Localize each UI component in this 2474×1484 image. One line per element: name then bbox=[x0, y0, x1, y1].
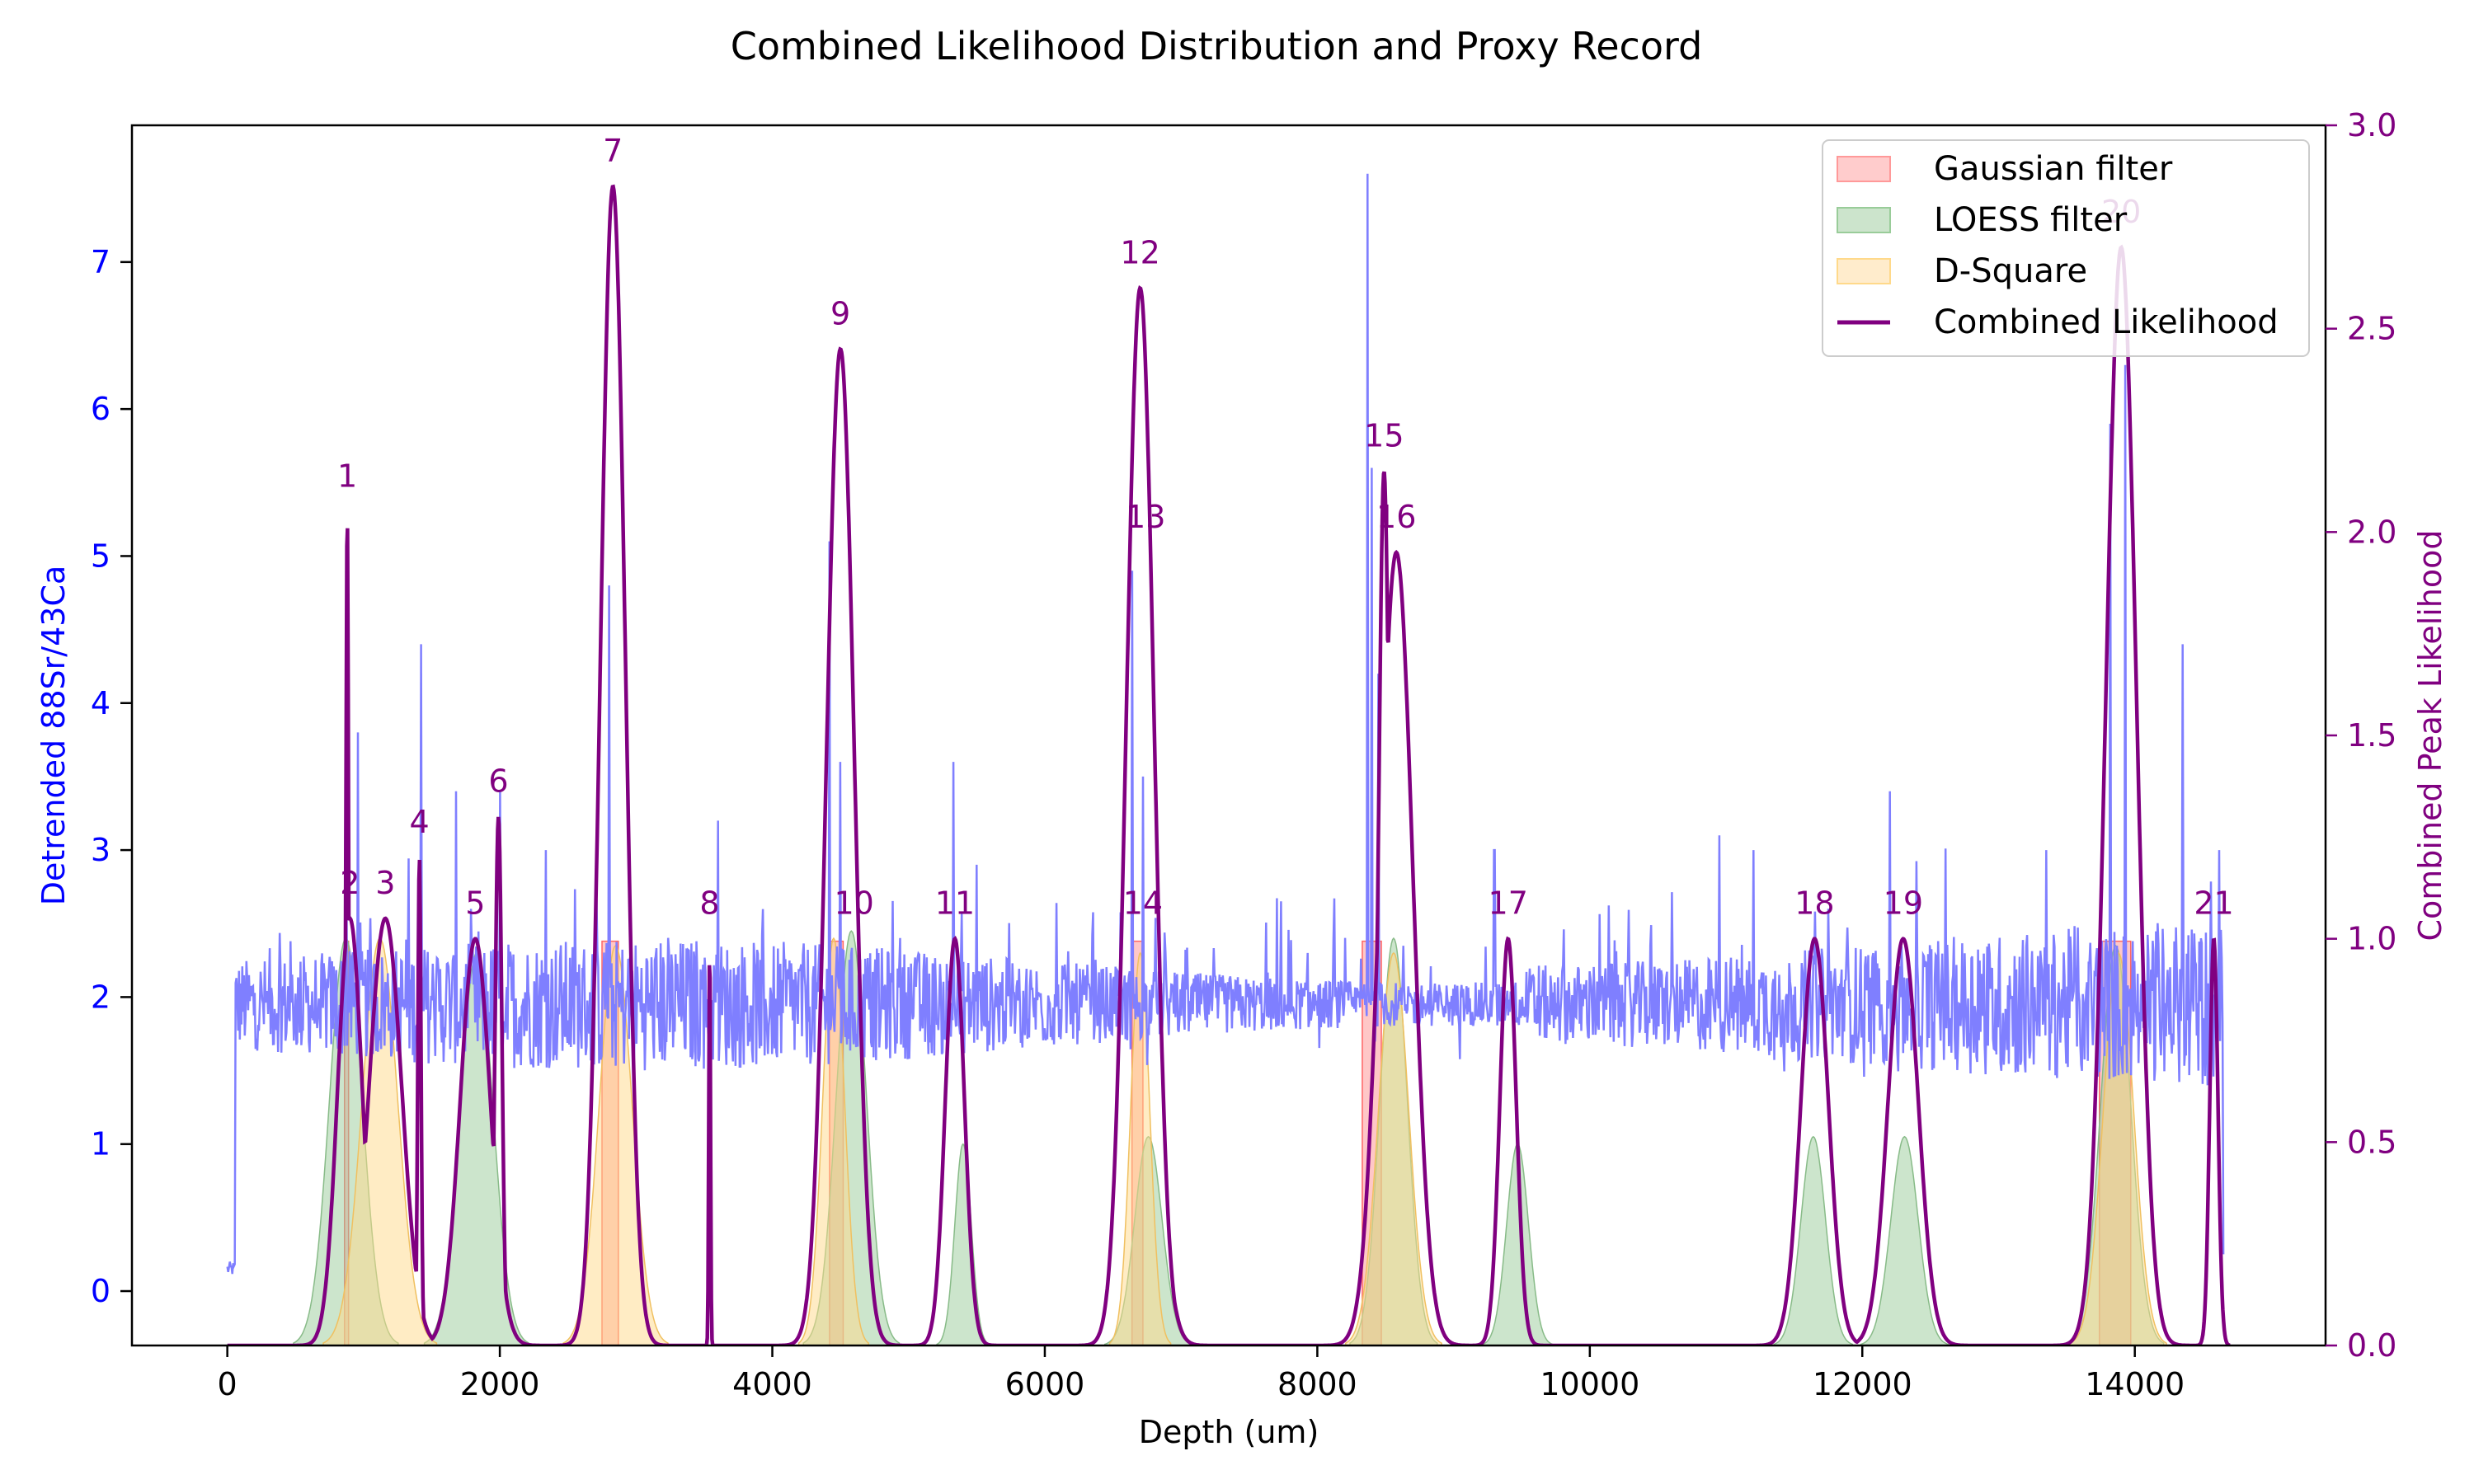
peak-label-12: 12 bbox=[1120, 234, 1159, 270]
peak-label-7: 7 bbox=[603, 133, 623, 169]
x-tick-label: 6000 bbox=[1005, 1366, 1085, 1402]
chart-title: Combined Likelihood Distribution and Pro… bbox=[731, 24, 1703, 68]
right-y-tick-label: 0.5 bbox=[2347, 1124, 2396, 1160]
legend-swatch-dsquare bbox=[1837, 258, 1891, 284]
x-tick-label: 0 bbox=[218, 1366, 238, 1402]
peak-label-15: 15 bbox=[1364, 417, 1404, 453]
dsquare-region bbox=[1345, 951, 1442, 1345]
right-y-tick-label: 0.0 bbox=[2347, 1327, 2396, 1364]
peak-label-8: 8 bbox=[699, 885, 719, 922]
dsquare-region bbox=[322, 937, 438, 1345]
x-tick-label: 2000 bbox=[460, 1366, 540, 1402]
right-y-tick-label: 1.0 bbox=[2347, 921, 2396, 957]
legend-box bbox=[1822, 139, 2310, 357]
left-y-axis-label: Detrended 88Sr/43Ca bbox=[35, 566, 72, 906]
left-y-tick-label: 7 bbox=[91, 244, 111, 280]
dsquare-region bbox=[2069, 951, 2167, 1345]
x-tick-label: 4000 bbox=[732, 1366, 812, 1402]
peak-label-16: 16 bbox=[1376, 499, 1416, 535]
peak-labels-layer: 123456789101112131415161718192021 bbox=[337, 133, 2234, 922]
x-tick-label: 8000 bbox=[1277, 1366, 1357, 1402]
left-y-tick-label: 6 bbox=[91, 391, 111, 427]
left-y-tick-label: 1 bbox=[91, 1126, 111, 1162]
peak-label-21: 21 bbox=[2194, 885, 2233, 922]
x-axis-label: Depth (um) bbox=[1139, 1414, 1319, 1450]
x-tick-label: 14000 bbox=[2085, 1366, 2185, 1402]
right-y-tick-label: 3.0 bbox=[2347, 107, 2396, 143]
dsquare-region bbox=[1108, 951, 1172, 1345]
peak-label-11: 11 bbox=[935, 885, 975, 922]
right-y-tick-label: 2.0 bbox=[2347, 514, 2396, 550]
left-y-tick-label: 4 bbox=[91, 685, 111, 721]
dsquare-layer bbox=[322, 937, 2167, 1345]
x-tick-label: 10000 bbox=[1540, 1366, 1639, 1402]
peak-label-4: 4 bbox=[410, 804, 430, 840]
legend: Gaussian filter LOESS filter D-Square Co… bbox=[1822, 139, 2310, 357]
peak-label-18: 18 bbox=[1794, 885, 1834, 922]
dsquare-region bbox=[797, 937, 869, 1345]
peak-label-6: 6 bbox=[488, 763, 508, 800]
x-tick-label: 12000 bbox=[1813, 1366, 1912, 1402]
loess-filter-region bbox=[1860, 1135, 1950, 1345]
right-y-axis-label: Combined Peak Likelihood bbox=[2412, 529, 2448, 941]
legend-swatch-loess bbox=[1837, 207, 1891, 233]
x-axis: 0 2000 4000 6000 8000 10000 12000 14000 bbox=[218, 1345, 2185, 1402]
right-y-tick-label: 2.5 bbox=[2347, 311, 2396, 347]
peak-label-1: 1 bbox=[337, 458, 357, 495]
right-y-axis: 0.0 0.5 1.0 1.5 2.0 2.5 3.0 bbox=[2326, 107, 2396, 1364]
legend-label-dsquare: D-Square bbox=[1934, 252, 2087, 290]
peak-label-9: 9 bbox=[830, 295, 850, 331]
peak-label-5: 5 bbox=[465, 885, 485, 922]
peak-label-2: 2 bbox=[340, 865, 360, 901]
peak-label-17: 17 bbox=[1489, 885, 1528, 922]
right-y-tick-label: 1.5 bbox=[2347, 717, 2396, 754]
loess-filter-region bbox=[1773, 1135, 1854, 1345]
left-y-tick-label: 5 bbox=[91, 538, 111, 574]
left-y-tick-label: 0 bbox=[91, 1273, 111, 1309]
peak-label-14: 14 bbox=[1123, 885, 1163, 922]
left-y-tick-label: 2 bbox=[91, 979, 111, 1015]
legend-label-loess: LOESS filter bbox=[1934, 201, 2128, 239]
left-y-axis: 0 1 2 3 4 5 6 7 bbox=[91, 244, 132, 1309]
peak-label-13: 13 bbox=[1126, 499, 1165, 535]
legend-label-combined: Combined Likelihood bbox=[1934, 303, 2279, 341]
legend-swatch-gaussian bbox=[1837, 156, 1891, 182]
peak-label-19: 19 bbox=[1884, 885, 1923, 922]
peak-label-10: 10 bbox=[834, 885, 873, 922]
legend-label-gaussian: Gaussian filter bbox=[1934, 150, 2173, 188]
left-y-tick-label: 3 bbox=[91, 832, 111, 868]
peak-label-3: 3 bbox=[375, 865, 395, 901]
